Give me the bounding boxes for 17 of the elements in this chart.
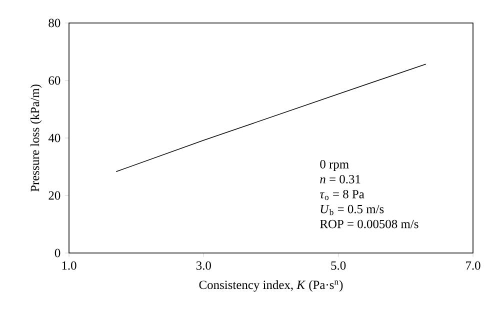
y-tick-label: 60 (48, 76, 60, 85)
y-tick-label: 80 (48, 18, 60, 28)
y-tick-label: 40 (48, 134, 60, 142)
x-tick-label: 3.0 (196, 261, 211, 270)
y-tick-label: 0 (54, 248, 60, 258)
annotation: τ$_{o}$ = 8 Pa (320, 190, 364, 200)
y-tick-label: 20 (48, 191, 60, 200)
x-tick-label: 5.0 (331, 261, 346, 270)
x-tick-label: 1.0 (62, 261, 76, 270)
annotation: U$_{b}$ = 0.5 m/s (320, 204, 384, 216)
y-axis-title: Pressure loss (kPa/m) (30, 84, 42, 192)
annotation: n = 0.31 (320, 174, 360, 184)
line-series (116, 64, 426, 172)
x-axis-title: Consistency index, K (Pa·s$^{n}$) (199, 280, 343, 292)
annotation: 0 rpm (320, 160, 349, 171)
annotation: ROP = 0.00508 m/s (320, 220, 418, 228)
x-tick-label: 7.0 (466, 261, 480, 270)
